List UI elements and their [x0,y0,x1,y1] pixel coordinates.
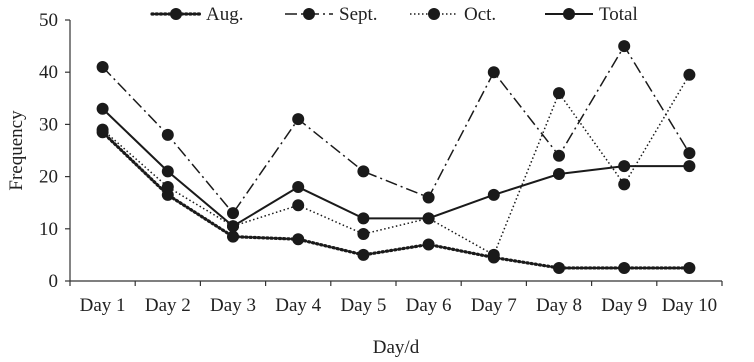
data-point-total [553,167,565,180]
data-point-total [357,212,370,225]
data-point-aug [357,248,370,261]
legend-item-aug: Aug. [150,4,243,25]
data-point-oct [553,87,565,100]
legend-label: Aug. [206,4,243,25]
data-point-total [292,181,305,194]
data-point-total [161,165,174,178]
x-tick-label: Day 4 [275,295,321,316]
y-tick-label: 10 [39,219,58,240]
y-axis-title: Frequency [6,110,27,191]
data-point-aug [618,261,631,274]
series-layer [96,40,696,274]
x-tick-label: Day 5 [340,295,386,316]
legend-swatch-marker [563,8,575,20]
data-point-sept [292,113,305,126]
data-point-sept [161,128,174,141]
data-point-oct [357,228,370,241]
y-tick-label: 50 [39,10,58,31]
series-aug [96,126,696,274]
legend-item-oct: Oct. [410,4,496,25]
x-tick-label: Day 9 [601,295,647,316]
legend-item-sept: Sept. [285,4,378,25]
data-point-sept [487,66,500,79]
series-total [96,102,696,233]
data-point-oct [618,178,631,191]
legend-swatch-marker [170,8,182,20]
x-ticks: Day 1 Day 2 Day 3 Day 4 Day 5 Day 6 Day 7 Day 8… [69,281,723,316]
data-point-oct [96,123,109,136]
y-tick-label: 30 [39,114,58,135]
series-oct [96,68,696,261]
data-point-total [618,160,631,173]
legend-swatch-marker [428,8,440,20]
data-point-aug [422,238,435,251]
data-point-total [227,220,239,233]
data-point-sept [618,40,631,53]
data-point-sept [553,149,565,162]
data-point-oct [161,181,174,194]
data-point-sept [422,191,435,204]
y-tick-label: 0 [49,271,59,292]
x-tick-label: Day 10 [662,295,717,316]
data-point-sept [227,207,239,220]
legend-label: Oct. [464,4,496,25]
data-point-oct [292,199,305,212]
data-point-total [96,102,109,115]
x-tick-label: Day 1 [80,295,126,316]
data-point-aug [227,230,239,243]
legend-label: Total [599,4,638,25]
legend: Aug. Sept. Oct. Total [150,4,638,25]
x-tick-label: Day 8 [536,295,582,316]
series-line-sept [102,44,691,215]
x-tick-label: Day 2 [145,295,191,316]
data-point-aug [683,261,696,274]
axes [69,20,722,282]
data-point-total [487,188,500,201]
y-tick-label: 40 [39,62,58,83]
data-point-aug [292,233,305,246]
data-point-aug [553,261,565,274]
y-tick-label: 20 [39,167,58,188]
data-point-sept [683,147,696,160]
x-tick-label: Day 3 [210,295,256,316]
legend-label: Sept. [339,4,378,25]
x-tick-label: Day 6 [406,295,452,316]
legend-swatch-marker [303,8,315,20]
legend-item-total: Total [545,4,638,25]
x-tick-label: Day 7 [471,295,517,316]
data-point-sept [96,60,109,73]
data-point-oct [487,248,500,261]
series-line-total [101,108,690,228]
data-point-sept [357,165,370,178]
data-point-total [683,160,696,173]
series-line-aug [100,130,692,270]
y-ticks: 0 10 20 30 40 50 [39,10,70,292]
series-line-oct [102,74,691,256]
data-point-oct [683,68,696,81]
series-sept [96,40,696,220]
data-point-total [422,212,435,225]
x-axis-title: Day/d [373,337,420,358]
